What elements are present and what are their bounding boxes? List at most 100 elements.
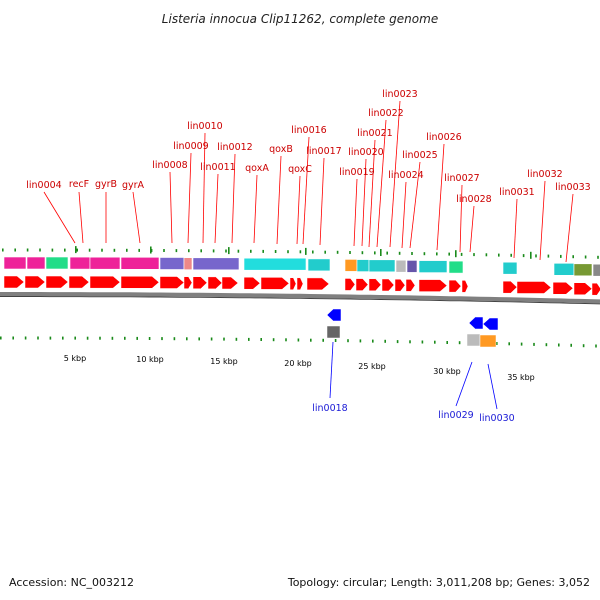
minor-tick xyxy=(26,248,29,252)
minor-tick xyxy=(175,249,178,253)
cog-block-reverse xyxy=(479,334,497,348)
cog-block xyxy=(368,259,396,273)
cog-block xyxy=(69,256,91,270)
cog-block xyxy=(26,256,46,270)
scale-tick xyxy=(334,339,337,342)
minor-tick xyxy=(349,251,351,254)
forward-gene-arrow xyxy=(289,277,297,290)
cog-block xyxy=(3,256,27,270)
scale-label: 35 kbp xyxy=(507,373,535,382)
minor-tick xyxy=(436,252,438,256)
major-tick xyxy=(305,247,307,255)
minor-tick xyxy=(535,254,537,258)
major-tick xyxy=(228,247,230,255)
minor-tick xyxy=(386,251,388,255)
scale-tick xyxy=(582,344,585,348)
scale-tick xyxy=(235,337,238,341)
forward-gene-arrow xyxy=(368,278,382,292)
minor-tick xyxy=(510,253,512,257)
forward-gene-label: lin0027 xyxy=(444,173,479,184)
forward-gene-arrow xyxy=(573,282,593,296)
forward-gene-arrow xyxy=(183,276,193,289)
scale-tick xyxy=(248,337,250,341)
minor-tick xyxy=(188,249,190,253)
label-leader xyxy=(389,100,401,248)
forward-gene-track xyxy=(3,275,600,296)
scale-tick xyxy=(496,342,498,345)
scale-tick xyxy=(409,340,411,344)
scale-label: 20 kbp xyxy=(284,359,312,368)
minor-tick xyxy=(597,255,599,259)
forward-gene-arrow xyxy=(159,276,185,289)
reverse-gene-label: lin0018 xyxy=(312,403,347,414)
scale-tick xyxy=(186,337,188,341)
minor-tick xyxy=(101,248,103,252)
reverse-gene-label: lin0029 xyxy=(438,410,473,421)
cog-block xyxy=(448,260,464,274)
scale-tick xyxy=(372,339,374,343)
scale-tick xyxy=(99,336,101,340)
scale-label: 5 kbp xyxy=(64,354,86,363)
forward-gene-label: lin0012 xyxy=(217,142,252,153)
forward-gene-arrow xyxy=(68,275,90,289)
cog-block xyxy=(592,263,600,277)
label-leader xyxy=(401,181,407,249)
scale-tick xyxy=(111,336,114,340)
cog-color-track xyxy=(3,256,600,277)
forward-gene-arrow xyxy=(45,275,69,289)
scale-label: 25 kbp xyxy=(358,362,386,371)
minor-tick xyxy=(312,250,314,254)
cog-block xyxy=(406,260,418,273)
cog-block xyxy=(395,259,407,273)
label-leader xyxy=(43,191,76,244)
label-leader xyxy=(231,153,236,244)
minor-tick xyxy=(560,254,562,258)
accession-text: Accession: NC_003212 xyxy=(9,576,134,589)
minor-tick xyxy=(2,248,4,252)
label-leader xyxy=(319,157,325,246)
minor-tick xyxy=(126,248,128,252)
minor-tick xyxy=(39,248,41,252)
forward-gene-label: gyrA xyxy=(122,180,145,191)
forward-gene-label: gyrB xyxy=(95,179,117,190)
cog-block xyxy=(573,263,593,277)
scale-tick xyxy=(260,338,262,341)
scale-tick xyxy=(520,342,523,346)
scale-tick xyxy=(322,338,324,342)
minor-tick xyxy=(547,254,550,258)
forward-gene-arrow xyxy=(306,277,330,291)
forward-gene-label: lin0023 xyxy=(382,89,417,100)
scale-tick xyxy=(545,343,548,347)
scale-tick xyxy=(446,341,448,344)
scale-tick xyxy=(595,344,597,348)
forward-gene-label: lin0031 xyxy=(499,187,534,198)
label-leader xyxy=(459,184,463,253)
forward-gene-arrow xyxy=(394,278,406,292)
minor-tick xyxy=(361,251,364,255)
forward-gene-arrow xyxy=(120,276,160,289)
forward-gene-label: lin0028 xyxy=(456,194,491,205)
scale-label: 30 kbp xyxy=(433,367,461,376)
minor-tick xyxy=(212,249,215,253)
label-leader xyxy=(253,174,258,244)
reverse-gene-arrow xyxy=(482,317,499,331)
forward-gene-label: lin0008 xyxy=(152,160,187,171)
scale-tick xyxy=(310,338,312,342)
label-leader xyxy=(296,175,301,245)
forward-gene-label: qoxB xyxy=(269,144,293,155)
scale-tick xyxy=(12,336,14,340)
cog-block xyxy=(344,259,358,272)
scale-label: 10 kbp xyxy=(136,355,164,364)
scale-tick xyxy=(198,337,200,341)
cog-block xyxy=(307,258,331,272)
gene-labels: lin0004 recF gyrB gyrA lin0008 lin0009 lin0010… xyxy=(26,89,590,424)
minor-tick xyxy=(138,248,140,252)
forward-gene-label: lin0032 xyxy=(527,169,562,180)
forward-gene-label: lin0020 xyxy=(348,147,383,158)
forward-gene-label: lin0016 xyxy=(291,125,326,136)
scale-tick xyxy=(49,336,52,340)
minor-tick xyxy=(460,252,463,256)
cog-block xyxy=(243,257,307,271)
minor-tick xyxy=(51,248,54,252)
